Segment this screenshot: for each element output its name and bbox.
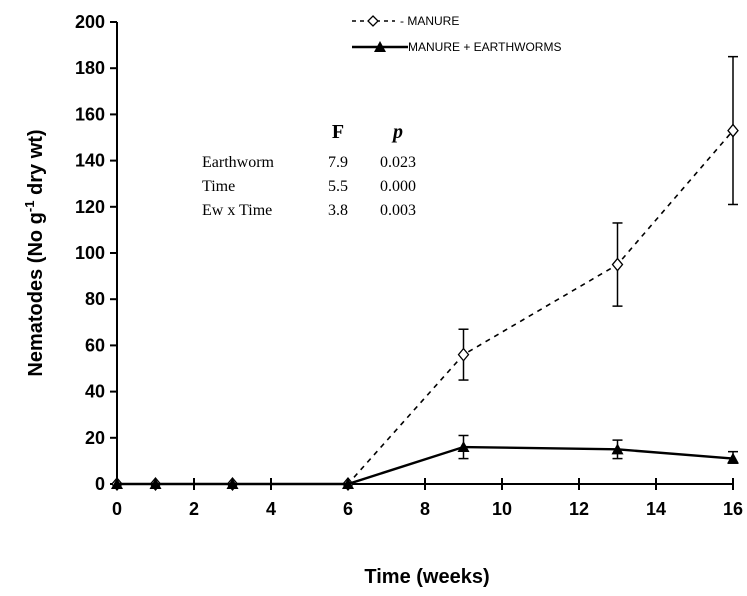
y-axis-title-main: Nematodes (No g xyxy=(25,212,47,376)
x-tick-label: 10 xyxy=(492,499,512,519)
x-tick-label: 12 xyxy=(569,499,589,519)
y-tick-label: 0 xyxy=(95,474,105,494)
stats-header-p: p xyxy=(391,121,403,143)
stats-row-f: 7.9 xyxy=(328,154,348,171)
series-manure xyxy=(111,55,739,492)
stats-row-label: Time xyxy=(202,178,235,195)
data-point-manure-earthworms xyxy=(111,478,123,489)
data-point-manure xyxy=(457,347,470,362)
data-point-manure-earthworms xyxy=(727,452,739,464)
data-point-manure xyxy=(727,123,739,138)
x-tick-label: 14 xyxy=(646,499,666,519)
data-point-manure xyxy=(611,257,624,272)
y-tick-label: 200 xyxy=(75,12,105,32)
x-tick-label: 2 xyxy=(189,499,199,519)
data-point-manure-earthworms xyxy=(611,443,624,455)
stats-row-f: 3.8 xyxy=(328,202,348,219)
x-tick-label: 0 xyxy=(112,499,122,519)
series-manure-earthworms xyxy=(111,434,739,489)
y-axis-title: Nematodes (No g-1 dry wt) xyxy=(22,129,47,376)
stats-row-p: 0.003 xyxy=(380,202,416,219)
stats-header-f: F xyxy=(332,121,344,143)
y-axis-title-suffix: dry wt) xyxy=(25,129,47,200)
y-tick-label: 100 xyxy=(75,243,105,263)
y-tick-label: 180 xyxy=(75,58,105,78)
legend: - MANURE MANURE + EARTHWORMS xyxy=(352,14,561,54)
legend-item-manure-earthworms: MANURE + EARTHWORMS xyxy=(352,40,561,54)
stats-row-p: 0.000 xyxy=(380,178,416,195)
y-tick-label: 20 xyxy=(85,428,105,448)
stats-table: F p Earthworm 7.9 0.023 Time 5.5 0.000 E… xyxy=(202,121,416,219)
data-point-manure-earthworms xyxy=(457,441,470,453)
stats-row-label: Earthworm xyxy=(202,154,275,171)
legend-label-manure: - MANURE xyxy=(400,14,459,28)
y-tick-label: 40 xyxy=(85,382,105,402)
x-tick-label: 8 xyxy=(420,499,430,519)
stats-row-p: 0.023 xyxy=(380,154,416,171)
x-tick-label: 4 xyxy=(266,499,276,519)
stats-row-f: 5.5 xyxy=(328,178,348,195)
legend-item-manure: - MANURE xyxy=(352,14,459,28)
y-tick-label: 80 xyxy=(85,289,105,309)
y-tick-label: 60 xyxy=(85,335,105,355)
y-axis-title-superscript: -1 xyxy=(22,201,37,213)
legend-marker-manure xyxy=(367,15,379,27)
x-tick-label: 6 xyxy=(343,499,353,519)
data-point-manure-earthworms xyxy=(342,478,354,489)
stats-row-label: Ew x Time xyxy=(202,202,272,219)
y-tick-label: 140 xyxy=(75,151,105,171)
y-tick-label: 120 xyxy=(75,197,105,217)
series-layer xyxy=(111,55,739,492)
data-point-manure-earthworms xyxy=(149,478,162,489)
data-point-manure-earthworms xyxy=(226,478,239,489)
x-axis-title: Time (weeks) xyxy=(364,566,489,588)
legend-label-manure-earthworms: MANURE + EARTHWORMS xyxy=(408,40,561,54)
y-tick-label: 160 xyxy=(75,104,105,124)
ticks-layer: 0 20 40 60 80 100 120 140 160 180 200 0 2 4 6 8 10 12 14 16 xyxy=(75,12,743,519)
x-tick-label: 16 xyxy=(723,499,743,519)
legend-marker-manure-earthworms xyxy=(374,41,386,52)
